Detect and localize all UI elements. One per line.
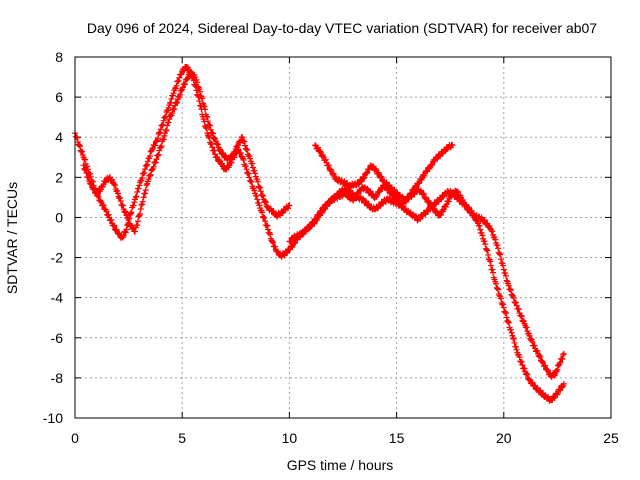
- x-tick-label: 25: [603, 430, 619, 446]
- data-point: [496, 250, 503, 257]
- data-point: [269, 238, 276, 245]
- data-point: [513, 346, 520, 353]
- data-point: [204, 118, 211, 125]
- y-tick-label: 2: [55, 169, 63, 185]
- data-point: [136, 182, 143, 189]
- tick-layer: [74, 56, 612, 419]
- y-tick-label: -2: [51, 250, 64, 266]
- data-layer: [72, 63, 567, 404]
- y-tick-label: 4: [55, 129, 63, 145]
- data-point: [243, 166, 250, 173]
- data-point-fill: [81, 69, 292, 235]
- data-point: [500, 304, 507, 311]
- data-point: [487, 262, 494, 269]
- x-tick-label: 20: [496, 430, 512, 446]
- y-tick-label: -10: [43, 410, 63, 426]
- y-tick-label: 8: [55, 49, 63, 65]
- data-point: [140, 194, 147, 201]
- series-track-c: [286, 185, 567, 404]
- data-point: [264, 226, 271, 233]
- plot-frame: [74, 56, 612, 419]
- x-axis-title: GPS time / hours: [287, 457, 394, 473]
- y-tick-label: 6: [55, 89, 63, 105]
- y-tick-label: -4: [51, 290, 64, 306]
- data-point-fill: [72, 63, 455, 260]
- y-tick-label: -8: [51, 370, 64, 386]
- data-point: [505, 318, 512, 325]
- y-tick-label: 0: [55, 209, 63, 225]
- x-tick-label: 0: [71, 430, 79, 446]
- series-track-b: [80, 69, 293, 235]
- data-point: [483, 246, 490, 253]
- data-point: [196, 98, 203, 105]
- data-point: [560, 350, 567, 357]
- data-point: [157, 126, 164, 133]
- data-point-fill: [287, 185, 567, 404]
- data-point: [209, 144, 216, 151]
- data-point-fill: [312, 142, 567, 381]
- x-tick-label: 5: [178, 430, 186, 446]
- tick-label-layer: 0 5 10 15 20 25 -10 -8 -6 -4 -2 0 2 4 6 8: [43, 49, 619, 446]
- series-track-a: [72, 63, 456, 260]
- chart-title: Day 096 of 2024, Sidereal Day-to-day VTE…: [87, 20, 597, 36]
- data-point: [157, 144, 164, 151]
- data-point: [127, 210, 134, 217]
- data-point: [80, 162, 87, 169]
- data-point: [76, 142, 83, 149]
- x-tick-label: 10: [282, 430, 298, 446]
- x-tick-label: 15: [389, 430, 405, 446]
- data-point: [166, 116, 173, 123]
- y-axis-title: SDTVAR / TECUs: [4, 182, 20, 294]
- series-track-d: [312, 142, 567, 381]
- grid-layer: [75, 57, 611, 418]
- data-point: [500, 266, 507, 273]
- y-tick-label: -6: [51, 330, 64, 346]
